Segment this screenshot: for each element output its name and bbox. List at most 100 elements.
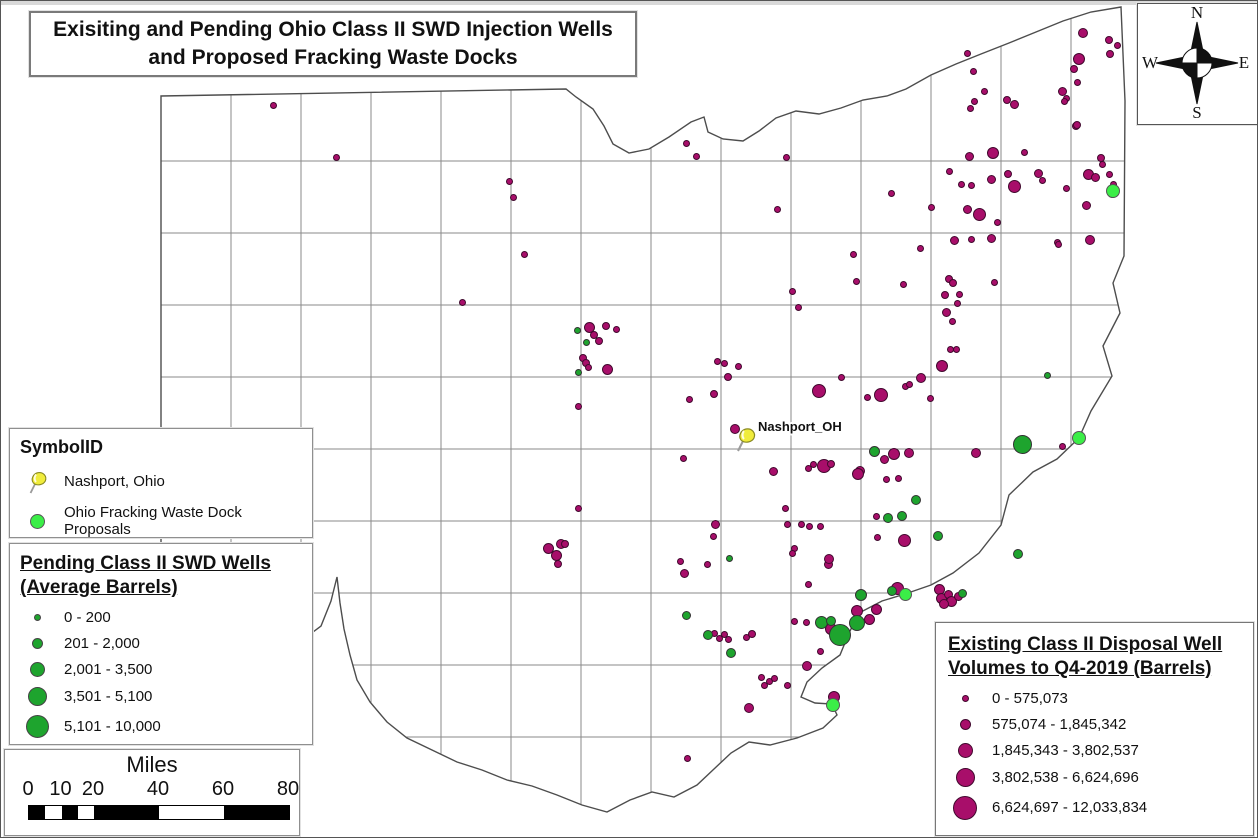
existing-well-dot [1073,53,1085,65]
pending-well-dot [887,586,897,596]
existing-well-dot [1090,172,1100,182]
existing-wells-legend: Existing Class II Disposal Well Volumes … [935,622,1254,836]
existing-well-dot [744,703,754,713]
existing-well-dot [269,101,277,109]
existing-well-dot [899,280,907,288]
existing-well-dot [509,193,517,201]
existing-well-dot [703,560,711,568]
existing-well-dot [1058,442,1066,450]
pending-legend-title-line2: (Average Barrels) [20,576,178,598]
existing-well-dot [710,519,720,529]
existing-legend-item: 575,074 - 1,845,342 [948,716,1241,733]
dock-proposal-dot [898,587,912,601]
existing-well-dot [962,204,972,214]
pending-well-dot [1043,371,1051,379]
scale-bar-segment [45,806,62,819]
existing-legend-item-symbol [948,742,982,758]
compass-n-label: N [1191,4,1203,22]
pending-legend-item-label: 201 - 2,000 [64,634,140,652]
compass-e-label: E [1239,53,1249,72]
existing-well-dot [963,49,971,57]
existing-well-dot [1062,184,1070,192]
existing-well-dot [709,532,717,540]
existing-well-dot [1081,200,1091,210]
existing-well-dot [783,520,791,528]
scale-tick-label: 60 [211,778,235,800]
existing-well-dot [939,599,949,609]
existing-well-dot [1054,240,1062,248]
existing-well-dot [863,393,871,401]
existing-well-dot [682,139,690,147]
scale-bar-units-label: Miles [126,752,178,777]
existing-legend-item-label: 575,074 - 1,845,342 [992,715,1127,733]
existing-well-dot [941,307,951,317]
existing-well-dot [574,402,582,410]
existing-well-dot [1105,36,1113,44]
existing-well-dot [595,337,603,345]
existing-well-dot [1009,99,1019,109]
scale-tick-label: 10 [49,778,72,800]
existing-well-dot [1073,78,1081,86]
existing-well-dot [1105,170,1113,178]
pending-well-dot [1012,434,1032,454]
existing-well-dot [1106,50,1114,58]
symbol-id-legend: SymbolID Nashport, Ohio Ohio Fracking Wa… [9,428,313,538]
existing-well-dot [827,460,835,468]
existing-legend-item-label: 6,624,697 - 12,033,834 [992,799,1148,816]
existing-well-dot [967,235,975,243]
existing-well-dot [948,317,956,325]
scale-bar [28,805,290,820]
pending-well-dot [849,615,865,631]
existing-well-dot [927,203,935,211]
existing-legend-items: 0 - 575,073 575,074 - 1,845,342 1,845,343 … [948,690,1241,820]
pending-well-dot [573,326,581,334]
existing-well-dot [888,448,900,460]
existing-legend-item-label: 0 - 575,073 [992,689,1068,707]
existing-well-dot [916,244,924,252]
existing-well-dot [794,303,802,311]
pending-well-dot [1013,549,1023,559]
existing-well-dot [816,647,824,655]
scale-bar-ticks: 0 10 20 40 60 80 [17,778,299,802]
existing-well-dot [955,290,963,298]
existing-well-dot [760,681,768,689]
existing-well-dot [1033,168,1043,178]
existing-legend-title-line2: Volumes to Q4-2019 (Barrels) [948,657,1212,679]
existing-well-dot [872,512,880,520]
dock-proposal-dot [1106,184,1120,198]
existing-well-dot [971,448,981,458]
existing-well-dot [730,424,740,434]
existing-well-dot [505,177,513,185]
compass-s-label: S [1192,103,1201,122]
existing-well-dot [852,468,864,480]
pending-well-dot [574,368,582,376]
scale-bar-segment [29,806,46,819]
scale-tick-label: 40 [146,778,170,800]
existing-well-dot [816,522,824,530]
pending-legend-item-symbol [20,714,54,738]
existing-well-dot [773,205,781,213]
existing-well-dot [849,250,857,258]
existing-well-dot [953,299,961,307]
scale-tick-label: 20 [81,778,105,800]
existing-well-dot [897,533,911,547]
pending-well-dot [703,630,713,640]
existing-well-dot [1057,86,1067,96]
existing-well-dot [1085,235,1095,245]
scale-bar-segment [61,806,78,819]
existing-well-dot [550,549,562,561]
existing-well-dot [874,388,888,402]
pending-legend-item-label: 2,001 - 3,500 [64,660,153,678]
existing-well-dot [972,207,986,221]
existing-well-dot [584,363,592,371]
existing-well-dot [863,613,875,625]
existing-well-dot [986,233,996,243]
existing-well-dot [788,549,796,557]
existing-well-dot [980,87,988,95]
existing-well-dot [757,673,765,681]
existing-well-dot [797,520,805,528]
existing-well-dot [967,181,975,189]
existing-well-dot [986,174,996,184]
existing-well-dot [574,504,582,512]
